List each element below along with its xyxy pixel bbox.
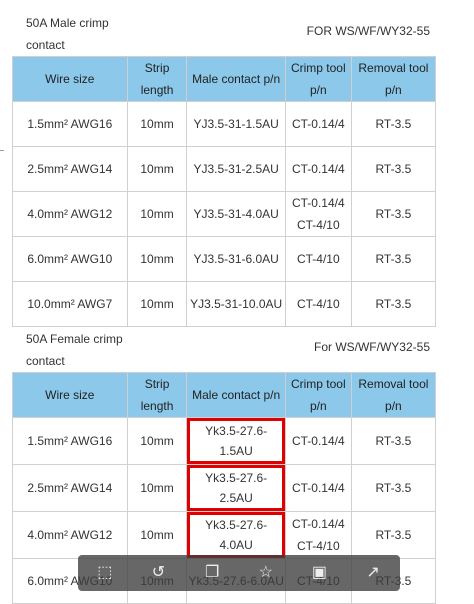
rotate-icon[interactable]: ↺ — [151, 564, 166, 581]
cell-strip: 10mm — [126, 417, 188, 465]
male-compat: FOR WS/WF/WY32-55 — [306, 24, 430, 38]
cell-removal: RT-3.5 — [350, 281, 437, 327]
female-section-header: 50A Female crimp contact For WS/WF/WY32-… — [12, 326, 436, 372]
cell-contact: YJ3.5-31-2.5AU — [186, 146, 286, 192]
header-wire-size: Wire size — [12, 372, 128, 418]
cell-wire: 1.5mm² AWG16 — [12, 417, 128, 465]
cell-crimp: CT-0.14/4 — [284, 417, 352, 465]
cell-removal: RT-3.5 — [350, 417, 437, 465]
header-contact-pn: Male contact p/n — [186, 56, 286, 102]
left-tick — [0, 150, 4, 151]
share-icon[interactable]: ↗ — [366, 564, 380, 581]
cell-wire: 1.5mm² AWG16 — [12, 101, 128, 147]
cell-strip: 10mm — [126, 146, 188, 192]
cell-crimp: CT-0.14/4 — [284, 146, 352, 192]
table-row: 4.0mm² AWG12 10mm Yk3.5-27.6-4.0AU CT-0.… — [12, 511, 437, 559]
cell-removal: RT-3.5 — [350, 101, 437, 147]
cell-contact: Yk3.5-27.6-1.5AU — [186, 417, 286, 465]
female-compat: For WS/WF/WY32-55 — [313, 340, 430, 354]
image-viewer-toolbar: ⬚ ↺ ❐ ☆ ▣ ↗ — [78, 555, 400, 591]
highlight-box: Yk3.5-27.6-1.5AU — [187, 418, 285, 464]
cell-strip: 10mm — [126, 511, 188, 559]
table-row: 2.5mm² AWG14 10mm Yk3.5-27.6-2.5AU CT-0.… — [12, 464, 437, 512]
gallery-icon[interactable]: ▣ — [311, 564, 328, 581]
male-section: 50A Male crimp contact FOR WS/WF/WY32-55… — [12, 0, 437, 327]
cell-crimp: CT-0.14/4 CT-4/10 — [284, 511, 352, 559]
cell-contact: Yk3.5-27.6-2.5AU — [186, 464, 286, 512]
cell-removal: RT-3.5 — [350, 146, 437, 192]
table-row: 1.5mm² AWG16 10mm Yk3.5-27.6-1.5AU CT-0.… — [12, 417, 437, 465]
cell-contact: YJ3.5-31-4.0AU — [186, 191, 286, 237]
cell-crimp: CT-4/10 — [284, 236, 352, 282]
cell-wire: 10.0mm² AWG7 — [12, 281, 128, 327]
table-row: 1.5mm² AWG16 10mm YJ3.5-31-1.5AU CT-0.14… — [12, 101, 437, 147]
cell-wire: 4.0mm² AWG12 — [12, 191, 128, 237]
cell-removal: RT-3.5 — [350, 511, 437, 559]
header-crimp-tool: Crimp tool p/n — [284, 372, 352, 418]
highlight-box: Yk3.5-27.6-4.0AU — [187, 512, 285, 558]
cell-strip: 10mm — [126, 464, 188, 512]
table-header-row: Wire size Strip length Male contact p/n … — [12, 372, 437, 418]
cell-strip: 10mm — [126, 281, 188, 327]
female-title: 50A Female crimp contact — [26, 332, 123, 368]
cell-contact: YJ3.5-31-10.0AU — [186, 281, 286, 327]
header-crimp-tool: Crimp tool p/n — [284, 56, 352, 102]
crop-icon[interactable]: ⬚ — [97, 564, 113, 581]
male-title: 50A Male crimp contact — [26, 16, 109, 52]
cell-wire: 2.5mm² AWG14 — [12, 464, 128, 512]
cell-contact: YJ3.5-31-6.0AU — [186, 236, 286, 282]
cell-removal: RT-3.5 — [350, 464, 437, 512]
cell-crimp: CT-4/10 — [284, 281, 352, 327]
header-removal-tool: Removal tool p/n — [350, 372, 437, 418]
cell-removal: RT-3.5 — [350, 236, 437, 282]
table-header-row: Wire size Strip length Male contact p/n … — [12, 56, 437, 102]
cell-wire: 4.0mm² AWG12 — [12, 511, 128, 559]
star-icon[interactable]: ☆ — [258, 564, 273, 581]
cell-strip: 10mm — [126, 236, 188, 282]
highlight-box: Yk3.5-27.6-2.5AU — [187, 465, 285, 511]
header-strip-length: Strip length — [126, 56, 188, 102]
cell-crimp: CT-0.14/4 CT-4/10 — [284, 191, 352, 237]
table-row: 4.0mm² AWG12 10mm YJ3.5-31-4.0AU CT-0.14… — [12, 191, 437, 237]
table-row: 6.0mm² AWG10 10mm YJ3.5-31-6.0AU CT-4/10… — [12, 236, 437, 282]
header-removal-tool: Removal tool p/n — [350, 56, 437, 102]
male-table: Wire size Strip length Male contact p/n … — [12, 56, 437, 327]
header-contact-pn: Male contact p/n — [186, 372, 286, 418]
cell-contact: YJ3.5-31-1.5AU — [186, 101, 286, 147]
cell-wire: 2.5mm² AWG14 — [12, 146, 128, 192]
cell-contact: Yk3.5-27.6-4.0AU — [186, 511, 286, 559]
cell-strip: 10mm — [126, 101, 188, 147]
cell-crimp: CT-0.14/4 — [284, 101, 352, 147]
table-row: 2.5mm² AWG14 10mm YJ3.5-31-2.5AU CT-0.14… — [12, 146, 437, 192]
header-strip-length: Strip length — [126, 372, 188, 418]
cell-crimp: CT-0.14/4 — [284, 464, 352, 512]
cell-wire: 6.0mm² AWG10 — [12, 236, 128, 282]
male-section-header: 50A Male crimp contact FOR WS/WF/WY32-55 — [12, 0, 436, 56]
cell-strip: 10mm — [126, 191, 188, 237]
cell-removal: RT-3.5 — [350, 191, 437, 237]
table-row: 10.0mm² AWG7 10mm YJ3.5-31-10.0AU CT-4/1… — [12, 281, 437, 327]
copy-icon[interactable]: ❐ — [204, 564, 220, 581]
header-wire-size: Wire size — [12, 56, 128, 102]
